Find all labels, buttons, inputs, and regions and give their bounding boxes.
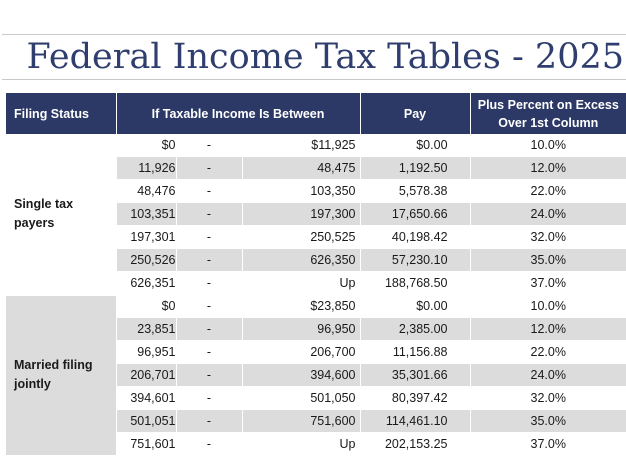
range-dash-cell: - [175,271,242,295]
range-dash-cell: - [175,340,242,364]
table-row: 96,951-206,700 11,156.88 22.0% [6,340,626,364]
table-row: Single tax payers $0- $11,925 $0.00 10.0% [6,134,626,296]
income-to-cell: 206,700 [241,340,361,364]
tax-table: Filing Status If Taxable Income Is Betwe… [6,93,626,457]
pay-cell: 114,461.10 [359,409,471,433]
income-to-cell: 626,350 [241,248,361,272]
income-from-cell: 626,351 [115,271,176,295]
range-dash-cell: - [175,179,242,203]
pay-cell: $0.00 [359,134,471,157]
range-dash-cell: - [175,294,242,318]
table-row: 197,301-250,525 40,198.42 32.0% [6,225,626,249]
table-row: 501,051-751,600 114,461.10 35.0% [6,409,626,433]
table-header: Filing Status If Taxable Income Is Betwe… [6,93,626,134]
income-from-cell: $0 [115,294,176,318]
pay-cell: 1,192.50 [359,156,471,180]
percent-cell: 32.0% [469,386,626,410]
top-divider [2,34,626,35]
income-from-cell: $0 [115,134,176,157]
table-row: 250,526-626,350 57,230.10 35.0% [6,248,626,272]
income-from-cell: 250,526 [115,248,176,272]
income-from-cell: 501,051 [115,409,176,433]
income-to-cell: 501,050 [241,386,361,410]
range-dash-cell: - [175,409,242,433]
income-to-cell: 197,300 [241,202,361,226]
filing-status-label: Married filing jointly [6,294,116,457]
income-from-cell: 751,601 [115,432,176,456]
range-dash-cell: - [175,156,242,180]
table-row: 48,476-103,350 5,578.38 22.0% [6,179,626,203]
income-from-cell: 96,951 [115,340,176,364]
income-from-cell: 11,926 [115,156,176,180]
income-from-cell: 48,476 [115,179,176,203]
percent-cell: 32.0% [469,225,626,249]
pay-cell: 188,768.50 [359,271,471,295]
income-from-cell: 23,851 [115,317,176,341]
percent-cell: 35.0% [469,248,626,272]
table-row: 103,351-197,300 17,650.66 24.0% [6,202,626,226]
table-row: 23,851-96,950 2,385.00 12.0% [6,317,626,341]
income-from-cell: 206,701 [115,363,176,387]
income-to-cell: Up [241,432,361,456]
percent-cell: 37.0% [469,432,626,456]
income-to-cell: 250,525 [241,225,361,249]
range-dash-cell: - [175,248,242,272]
table-row: Married filing jointly $0- $23,850 $0.00 10.… [6,294,626,457]
filing-status-label: Single tax payers [6,134,116,296]
income-to-cell: 751,600 [241,409,361,433]
range-dash-cell: - [175,317,242,341]
percent-cell: 22.0% [469,179,626,203]
income-to-cell: 394,600 [241,363,361,387]
percent-cell: 37.0% [469,271,626,295]
table-row: 11,926-48,475 1,192.50 12.0% [6,156,626,180]
income-to-cell: 103,350 [241,179,361,203]
pay-cell: 11,156.88 [359,340,471,364]
pay-cell: 2,385.00 [359,317,471,341]
pay-cell: 57,230.10 [359,248,471,272]
pay-cell: 80,397.42 [359,386,471,410]
pay-cell: 35,301.66 [359,363,471,387]
percent-cell: 22.0% [469,340,626,364]
pay-cell: 17,650.66 [359,202,471,226]
range-dash-cell: - [175,134,242,157]
income-to-cell: Up [241,271,361,295]
pay-cell: $0.00 [359,294,471,318]
header-pay: Pay [360,93,471,134]
range-dash-cell: - [175,225,242,249]
percent-cell: 35.0% [469,409,626,433]
header-filing-status: Filing Status [6,93,117,134]
income-from-cell: 103,351 [115,202,176,226]
range-dash-cell: - [175,202,242,226]
header-income-range: If Taxable Income Is Between [116,93,361,134]
percent-cell: 24.0% [469,363,626,387]
range-dash-cell: - [175,386,242,410]
percent-cell: 12.0% [469,317,626,341]
pay-cell: 202,153.25 [359,432,471,456]
income-from-cell: 197,301 [115,225,176,249]
income-from-cell: 394,601 [115,386,176,410]
pay-cell: 40,198.42 [359,225,471,249]
page-title: Federal Income Tax Tables - 2025 [26,37,624,77]
pay-cell: 5,578.38 [359,179,471,203]
percent-cell: 10.0% [469,134,626,157]
header-percent: Plus Percent on Excess Over 1st Column [470,93,626,134]
income-to-cell: $23,850 [241,294,361,318]
table-row: 626,351- Up 188,768.50 37.0% [6,271,626,295]
title-divider [2,79,626,80]
income-to-cell: $11,925 [241,134,361,157]
income-to-cell: 48,475 [241,156,361,180]
table-body: Single tax payers $0- $11,925 $0.00 10.0% 11,… [6,134,626,457]
income-to-cell: 96,950 [241,317,361,341]
percent-cell: 12.0% [469,156,626,180]
percent-cell: 24.0% [469,202,626,226]
range-dash-cell: - [175,363,242,387]
table-row: 206,701-394,600 35,301.66 24.0% [6,363,626,387]
percent-cell: 10.0% [469,294,626,318]
range-dash-cell: - [175,432,242,456]
table-row: 394,601-501,050 80,397.42 32.0% [6,386,626,410]
